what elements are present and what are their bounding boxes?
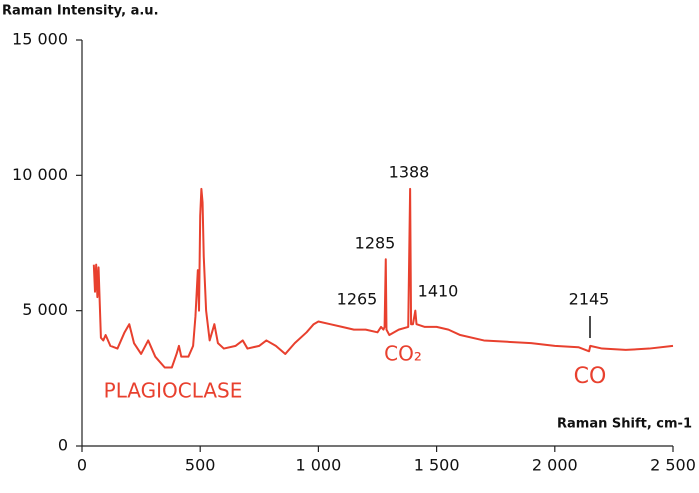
x-tick-label: 500 bbox=[185, 456, 216, 475]
annotation: 1410 bbox=[418, 282, 459, 301]
annotation: 1265 bbox=[337, 290, 378, 309]
x-axis-title: Raman Shift, cm-1 bbox=[557, 417, 692, 432]
y-tick-label: 10 000 bbox=[12, 165, 68, 184]
annotation: CO₂ bbox=[384, 342, 422, 366]
annotation: 2145 bbox=[569, 290, 610, 309]
y-tick-label: 0 bbox=[58, 436, 68, 455]
y-tick-label: 5 000 bbox=[22, 300, 68, 319]
y-tick-label: 15 000 bbox=[12, 30, 68, 49]
x-tick-label: 0 bbox=[77, 456, 87, 475]
x-tick-label: 2 500 bbox=[650, 456, 696, 475]
annotation: PLAGIOCLASE bbox=[104, 379, 243, 403]
x-tick-label: 1 500 bbox=[414, 456, 460, 475]
annotation: 1285 bbox=[355, 234, 396, 253]
y-axis-title: Raman Intensity, a.u. bbox=[2, 4, 159, 19]
spectrum-line bbox=[92, 187, 674, 369]
annotation: CO bbox=[574, 364, 607, 389]
x-tick-label: 2 000 bbox=[532, 456, 578, 475]
annotation: 1388 bbox=[389, 163, 430, 182]
x-tick-label: 1 000 bbox=[295, 456, 341, 475]
